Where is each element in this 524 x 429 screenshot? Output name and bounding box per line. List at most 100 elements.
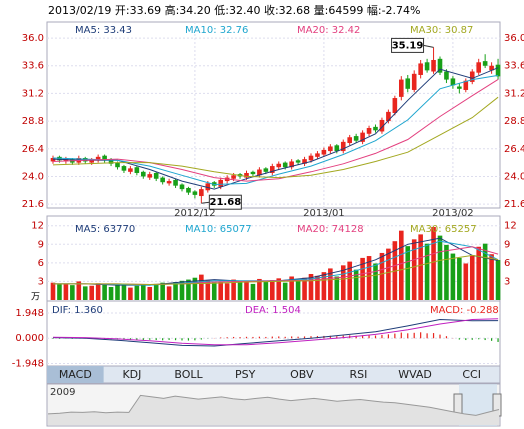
candle-body bbox=[463, 80, 469, 90]
candle-body bbox=[95, 156, 101, 161]
ma-line bbox=[52, 96, 499, 179]
macd-bar bbox=[497, 338, 499, 342]
macd-bar bbox=[491, 338, 493, 341]
macd-bar bbox=[329, 335, 331, 339]
candle-body bbox=[495, 64, 501, 77]
macd-bar bbox=[226, 337, 228, 339]
candle-body bbox=[257, 169, 262, 176]
tab[interactable]: KDJ bbox=[122, 368, 141, 381]
volume-bar bbox=[141, 284, 146, 300]
macd-bar bbox=[233, 336, 235, 339]
volume-bar bbox=[469, 255, 475, 300]
y-tick-label-right: 33.6 bbox=[504, 61, 524, 72]
candle-body bbox=[399, 79, 404, 97]
candle-body bbox=[192, 191, 198, 195]
volume-bar bbox=[218, 281, 223, 300]
legend-entry: MACD: -0.288 bbox=[430, 305, 499, 316]
macd-bar bbox=[52, 338, 54, 339]
volume-bar bbox=[392, 241, 398, 300]
navigator-label: 2009 bbox=[50, 387, 75, 398]
tab[interactable]: RSI bbox=[350, 368, 368, 381]
candle-body bbox=[128, 168, 133, 172]
volume-bar bbox=[399, 230, 404, 300]
candle-body bbox=[444, 71, 449, 80]
candle-body bbox=[263, 168, 269, 172]
volume-bar bbox=[186, 279, 191, 300]
macd-bar bbox=[291, 336, 293, 339]
volume-bar bbox=[321, 272, 327, 300]
y-tick-label: 21.6 bbox=[22, 199, 44, 210]
candle-body bbox=[315, 153, 320, 157]
volume-bar bbox=[308, 274, 314, 300]
tab[interactable]: OBV bbox=[290, 368, 314, 381]
volume-bar bbox=[424, 243, 430, 300]
tab[interactable]: CCI bbox=[462, 368, 481, 381]
volume-bar bbox=[108, 287, 114, 300]
candle-body bbox=[63, 159, 69, 162]
volume-bar bbox=[270, 280, 275, 300]
volume-bar bbox=[160, 282, 165, 300]
volume-bar bbox=[437, 235, 443, 300]
candle-body bbox=[270, 166, 275, 173]
candle-body bbox=[482, 61, 488, 66]
macd-bar bbox=[387, 334, 389, 339]
candle-body bbox=[50, 157, 56, 162]
y-tick-label: 1.948 bbox=[15, 308, 44, 319]
candle-body bbox=[489, 65, 494, 71]
volume-bar bbox=[95, 283, 101, 300]
y-tick-label: 36.0 bbox=[22, 33, 44, 44]
macd-bar bbox=[310, 336, 312, 339]
y-tick-label: 0.000 bbox=[15, 333, 44, 344]
macd-bar bbox=[458, 338, 460, 340]
candle-body bbox=[282, 162, 288, 168]
macd-bar bbox=[129, 338, 131, 340]
y-unit: 万 bbox=[31, 293, 40, 303]
candle-body bbox=[457, 86, 462, 89]
candle-body bbox=[121, 166, 127, 171]
volume-bar bbox=[295, 280, 301, 300]
volume-bar bbox=[276, 278, 282, 300]
macd-bar bbox=[58, 338, 61, 339]
candle-body bbox=[450, 78, 456, 86]
candle-body bbox=[250, 171, 256, 175]
volume-bar bbox=[373, 263, 378, 300]
candle-body bbox=[437, 58, 443, 73]
volume-bar bbox=[63, 283, 69, 300]
y-tick-label: 31.2 bbox=[22, 88, 44, 99]
y-tick-label: 6 bbox=[38, 258, 44, 269]
macd-bar bbox=[149, 338, 151, 340]
tab[interactable]: WVAD bbox=[398, 368, 432, 381]
tab[interactable]: MACD bbox=[59, 368, 92, 381]
volume-bar bbox=[476, 246, 481, 300]
macd-bar bbox=[162, 338, 164, 341]
legend-entry: DEA: 1.504 bbox=[245, 305, 301, 316]
candle-body bbox=[302, 159, 307, 164]
candle-body bbox=[244, 172, 249, 178]
ma-line bbox=[53, 254, 499, 286]
candle-body bbox=[289, 161, 294, 168]
candle-body bbox=[476, 62, 481, 73]
macd-bar bbox=[413, 332, 415, 339]
tab[interactable]: PSY bbox=[235, 368, 256, 381]
volume-bar bbox=[411, 239, 417, 300]
tab[interactable]: BOLL bbox=[174, 368, 203, 381]
volume-bar bbox=[463, 263, 469, 300]
candle-body bbox=[321, 149, 327, 155]
macd-bar bbox=[478, 338, 480, 340]
legend-entry: DIF: 1.360 bbox=[52, 305, 103, 316]
y-tick-label-right: 3 bbox=[504, 276, 510, 287]
macd-bar bbox=[465, 338, 467, 341]
macd-bar bbox=[355, 335, 357, 339]
volume-bar bbox=[115, 285, 120, 300]
candle-body bbox=[108, 159, 114, 164]
candle-body bbox=[102, 155, 107, 161]
y-tick-label: 12 bbox=[31, 221, 44, 232]
y-tick-label: 33.6 bbox=[22, 61, 44, 72]
volume-bar bbox=[128, 287, 133, 300]
macd-bar bbox=[142, 338, 144, 341]
candle-body bbox=[295, 160, 301, 163]
ma-line bbox=[52, 318, 499, 346]
tab-bar bbox=[46, 365, 501, 384]
